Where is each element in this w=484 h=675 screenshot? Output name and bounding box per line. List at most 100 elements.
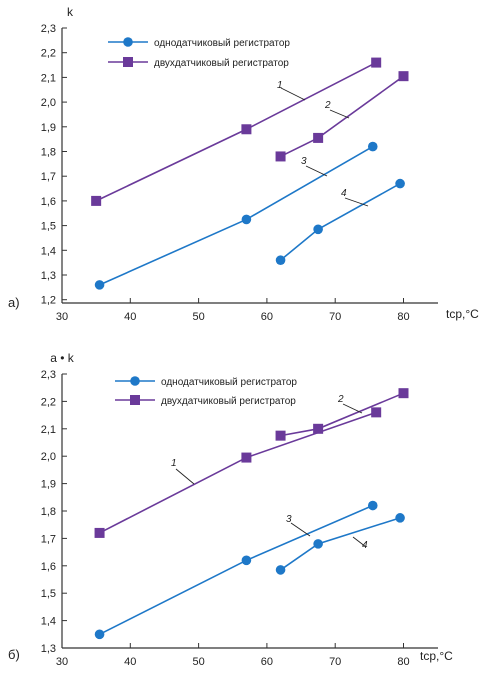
y-tick-label: 1,2 <box>41 295 56 307</box>
series-1: 1 <box>94 407 382 538</box>
y-tick-label: 1,7 <box>41 171 56 183</box>
y-tick-label: 1,5 <box>41 588 56 600</box>
y-tick-label: 1,9 <box>41 479 56 491</box>
curve-leader-line <box>175 468 195 485</box>
y-tick-label: 2,3 <box>41 369 56 381</box>
y-axis-title: a • k <box>50 351 75 365</box>
y-tick-label: 2,0 <box>41 97 56 109</box>
curve-leader-line <box>342 403 363 414</box>
data-point-circle <box>94 280 105 290</box>
x-axis-title: tср,°C <box>446 307 479 321</box>
x-tick-label: 70 <box>329 656 341 668</box>
x-tick-label: 50 <box>192 656 204 668</box>
series-line <box>95 61 377 202</box>
legend-marker-circle <box>123 37 133 47</box>
x-tick-label: 70 <box>329 311 341 323</box>
x-tick-label: 60 <box>261 311 273 323</box>
curve-label: 4 <box>362 540 368 551</box>
data-point-circle <box>241 555 252 566</box>
curve-label: 1 <box>277 80 283 91</box>
series-line <box>280 75 404 158</box>
data-point-circle <box>241 214 252 225</box>
series-line <box>99 504 374 636</box>
data-point-circle <box>367 500 378 511</box>
data-point-square <box>398 71 409 82</box>
data-point-circle <box>94 629 105 640</box>
curve-label: 2 <box>324 100 331 111</box>
series-3: 3 <box>94 500 378 640</box>
data-point-circle <box>275 255 286 265</box>
y-tick-label: 2,2 <box>41 48 56 60</box>
x-tick-label: 80 <box>397 656 409 668</box>
series-3: 3 <box>94 141 378 290</box>
series-line <box>99 145 374 286</box>
series-2: 2 <box>275 71 409 162</box>
data-point-square <box>94 527 105 538</box>
x-axis-title: tср,°C <box>420 649 453 663</box>
data-point-circle <box>313 224 323 235</box>
x-tick-label: 30 <box>56 656 68 668</box>
y-axis-title: k <box>67 5 74 19</box>
legend-entry-label: однодатчиковый регистратор <box>154 38 290 49</box>
legend-marker-circle <box>130 376 140 386</box>
series-line <box>99 411 377 534</box>
series-4: 4 <box>275 178 405 265</box>
data-point-square <box>241 124 252 135</box>
y-tick-label: 1,9 <box>41 122 56 134</box>
legend: однодатчиковый регистратор двухдатчиковый… <box>115 376 297 407</box>
data-point-square <box>91 195 102 206</box>
legend-marker-square <box>130 395 140 405</box>
curve-leader-line <box>344 197 369 207</box>
y-tick-label: 1,3 <box>41 643 56 655</box>
curve-label: 2 <box>337 394 344 405</box>
data-point-circle <box>275 565 286 575</box>
data-point-square <box>371 57 382 68</box>
curve-leader-line <box>329 109 350 119</box>
data-point-circle <box>313 539 323 549</box>
legend-entry-label: двухдатчиковый регистратор <box>161 396 296 407</box>
series-line <box>280 517 401 571</box>
data-point-square <box>313 423 324 434</box>
y-tick-label: 1,6 <box>41 196 56 208</box>
panel-label: б) <box>8 647 20 662</box>
curve-leader-line <box>305 165 328 177</box>
legend-entry-label: двухдатчиковый регистратор <box>154 58 289 69</box>
data-point-circle <box>395 178 405 189</box>
curve-label: 3 <box>301 156 307 167</box>
y-tick-label: 1,8 <box>41 506 56 518</box>
data-point-circle <box>367 141 378 152</box>
y-tick-label: 1,3 <box>41 270 56 282</box>
y-tick-label: 2,3 <box>41 23 56 35</box>
chart-panel-2: 1,3 1,4 1,5 1,6 1,7 1,8 1,9 2,0 2,1 2,2 2,3 30 40 50 6… <box>8 351 453 668</box>
x-tick-label: 80 <box>397 311 409 323</box>
y-tick-label: 1,4 <box>41 245 56 257</box>
panel-label: а) <box>8 295 20 310</box>
series-1: 1 <box>91 57 382 206</box>
x-tick-label: 40 <box>124 656 136 668</box>
curve-label: 1 <box>171 458 177 469</box>
curve-leader-line <box>352 536 367 548</box>
y-tick-label: 2,1 <box>41 72 56 84</box>
data-point-square <box>275 151 286 162</box>
series-4: 4 <box>275 513 405 575</box>
y-tick-label: 1,4 <box>41 616 56 628</box>
series-2: 2 <box>275 388 409 441</box>
curve-label: 4 <box>341 188 347 199</box>
x-tick-label: 30 <box>56 311 68 323</box>
y-tick-label: 2,0 <box>41 451 56 463</box>
legend-entry-label: однодатчиковый регистратор <box>161 377 297 388</box>
curve-leader-line <box>280 87 306 101</box>
data-point-square <box>241 452 252 463</box>
chart-panel-1: 1,2 1,3 1,4 1,5 1,6 1,7 1,8 1,9 2,0 2,1 2,2 2,3 30 40… <box>8 5 479 323</box>
y-tick-label: 1,7 <box>41 533 56 545</box>
legend-marker-square <box>123 57 133 67</box>
x-tick-label: 50 <box>192 311 204 323</box>
curve-leader-line <box>290 522 311 537</box>
y-tick-label: 1,5 <box>41 221 56 233</box>
x-tick-label: 40 <box>124 311 136 323</box>
legend: однодатчиковый регистратор двухдатчиковый… <box>108 37 290 69</box>
y-tick-label: 1,8 <box>41 147 56 159</box>
y-tick-label: 2,2 <box>41 396 56 408</box>
curve-label: 3 <box>286 514 292 525</box>
